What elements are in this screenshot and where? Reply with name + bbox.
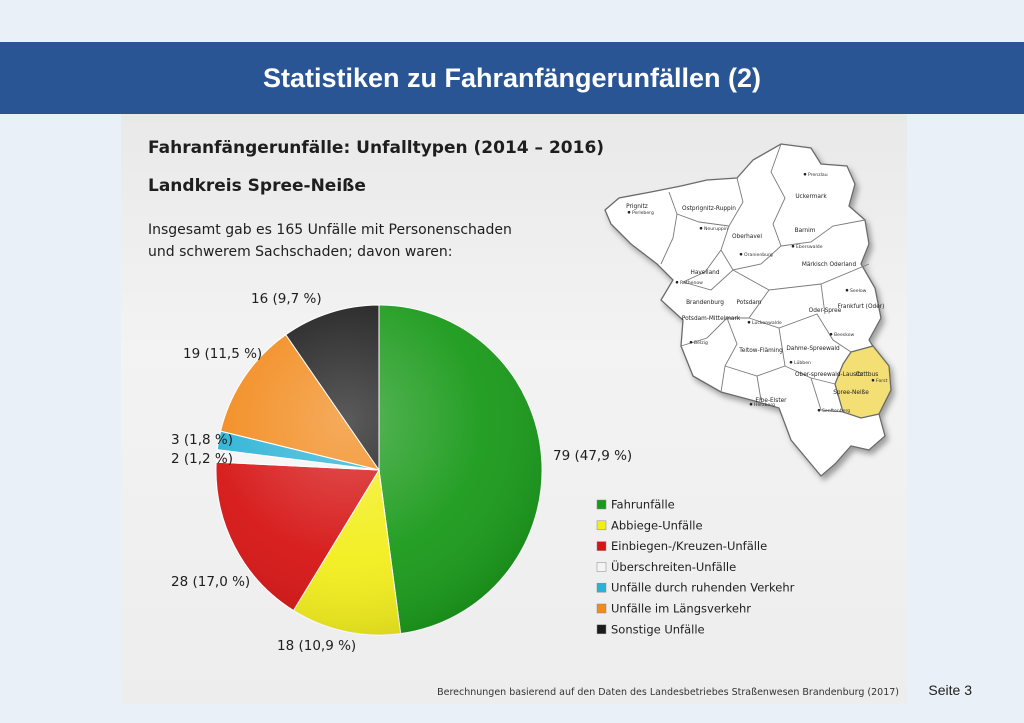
legend-swatch-einbiegen-kreuzen-unfaelle [596,541,607,551]
map-label-ober-spreewald-lausitz: Ober-spreewald-Lausitz [795,372,863,378]
map-label-brandenburg: Brandenburg [686,300,724,306]
map-town-dot-neuruppin [699,226,703,230]
pie-slice-fahrunfaelle [378,304,543,635]
map-town-dot-prenzlau [803,172,807,176]
map-label-ostprignitz-ruppin: Ostprignitz-Ruppin [682,206,736,212]
data-label-sonstige-unfaelle: 16 (9,7 %) [251,291,322,307]
map-town-dot-luckenwalde [747,320,751,324]
data-label-fahrunfaelle: 79 (47,9 %) [553,448,632,464]
data-label-einbiegen-kreuzen-unfaelle: 28 (17,0 %) [171,574,250,590]
map-town-luckenwalde: Luckenwalde [752,320,782,326]
map-town-rathenow: Rathenow [680,280,703,286]
slide-title: Statistiken zu Fahranfängerunfällen (2) [262,62,762,93]
map-label-havelland: Havelland [690,270,719,276]
legend-label-abbiege-unfaelle: Abbiege-Unfälle [611,518,703,532]
legend-label-einbiegen-kreuzen-unfaelle: Einbiegen-/Kreuzen-Unfälle [611,539,767,553]
legend-swatch-sonstige-unfaelle [596,624,607,635]
map-town-eberswalde: Eberswalde [796,244,823,250]
map-label-uckermark: Uckermark [795,194,827,200]
legend-swatch-unfaelle-im-laengsverkehr [596,603,607,614]
map-label-potsdam-mittelmark: Potsdam-Mittelmark [682,316,741,322]
legend-label-unfaelle-durch-ruhenden-verkehr: Unfälle durch ruhenden Verkehr [611,581,795,595]
map-town-dot-rathenow [675,280,679,284]
legend-swatch-fahrunfaelle [596,499,607,510]
chart-intro-line-2: und schwerem Sachschaden; davon waren: [148,244,453,260]
map-town-neuruppin: Neuruppin [704,226,728,232]
map-town-seelow: Seelow [850,288,867,294]
map-town-dot-belzig [689,340,693,344]
chart-legend: Fahrunfälle Abbiege-Unfälle Einbiegen-/Kre… [596,498,795,636]
map-label-teltow-flaeming: Teltow-Fläming [738,348,783,354]
map-label-dahme-spreewald: Dahme-Spreewald [786,346,840,352]
chart-intro-line-1: Insgesamt gab es 165 Unfälle mit Persone… [148,222,512,238]
title-banner: Statistiken zu Fahranfängerunfällen (2) [0,42,1024,114]
data-label-ueberschreiten-unfaelle: 2 (1,2 %) [171,451,233,467]
legend-label-unfaelle-im-laengsverkehr: Unfälle im Längsverkehr [611,602,751,616]
map-label-cottbus: Cottbus [856,372,879,378]
data-label-unfaelle-im-laengsverkehr: 19 (11,5 %) [183,346,262,362]
map-town-dot-senftenberg [817,408,821,412]
map-label-oder-spree: Oder-Spree [809,308,842,314]
map-town-forst: Forst [876,378,888,384]
map-town-beeskow: Beeskow [834,332,855,338]
map-town-luebben: Lübben [794,360,811,366]
map-label-prignitz: Prignitz [626,204,648,210]
map-label-frankfurt-oder: Frankfurt (Oder) [838,304,885,310]
map-town-dot-herzberg [749,402,753,406]
map-region-spree-neisse [834,345,892,419]
map-label-potsdam: Potsdam [736,300,761,306]
map-town-dot-eberswalde [791,244,795,248]
map-town-dot-luebben [789,360,793,364]
source-note: Berechnungen basierend auf den Daten des… [437,687,899,698]
legend-label-sonstige-unfaelle: Sonstige Unfälle [611,622,705,636]
map-town-dot-seelow [845,288,849,292]
map-town-prenzlau: Prenzlau [808,172,828,178]
chart-subtitle: Landkreis Spree-Neiße [148,176,366,196]
map-label-spree-neisse: Spree-Neiße [833,390,869,396]
map-town-dot-forst [871,378,875,382]
page-number: Seite 3 [928,682,972,698]
legend-swatch-abbiege-unfaelle [596,520,607,531]
legend-label-fahrunfaelle: Fahrunfälle [611,498,675,512]
pie-chart: 79 (47,9 %) 18 (10,9 %) 28 (17,0 %) 2 (1,2 … [171,291,795,654]
map-town-senftenberg: Senftenberg [822,408,850,414]
pie-slices [215,304,543,636]
legend-swatch-unfaelle-durch-ruhenden-verkehr [596,582,607,593]
legend-swatch-ueberschreiten-unfaelle [596,562,607,572]
map-label-elbe-elster: Elbe-Elster [755,398,787,404]
map-town-dot-beeskow [829,332,833,336]
map-label-maerkisch-oderland: Märkisch Oderland [802,262,857,268]
map-shapes [604,143,892,477]
map-town-herzberg: Herzberg [754,402,775,408]
data-label-abbiege-unfaelle: 18 (10,9 %) [277,638,356,654]
map-town-dot-perleberg [627,210,631,214]
legend-label-ueberschreiten-unfaelle: Überschreiten-Unfälle [611,558,736,574]
chart-title: Fahranfängerunfälle: Unfalltypen (2014 –… [148,138,605,158]
map-town-dot-oranienburg [739,252,743,256]
data-label-unfaelle-durch-ruhenden-verkehr: 3 (1,8 %) [171,432,233,448]
map-town-perleberg: Perleberg [632,210,654,216]
content-panel: Fahranfängerunfälle: Unfalltypen (2014 –… [121,114,907,704]
map-town-belzig: Belzig [694,340,708,346]
map-label-oberhavel: Oberhavel [732,234,762,240]
map-label-barnim: Barnim [795,228,816,234]
map-town-oranienburg: Oranienburg [744,252,773,258]
